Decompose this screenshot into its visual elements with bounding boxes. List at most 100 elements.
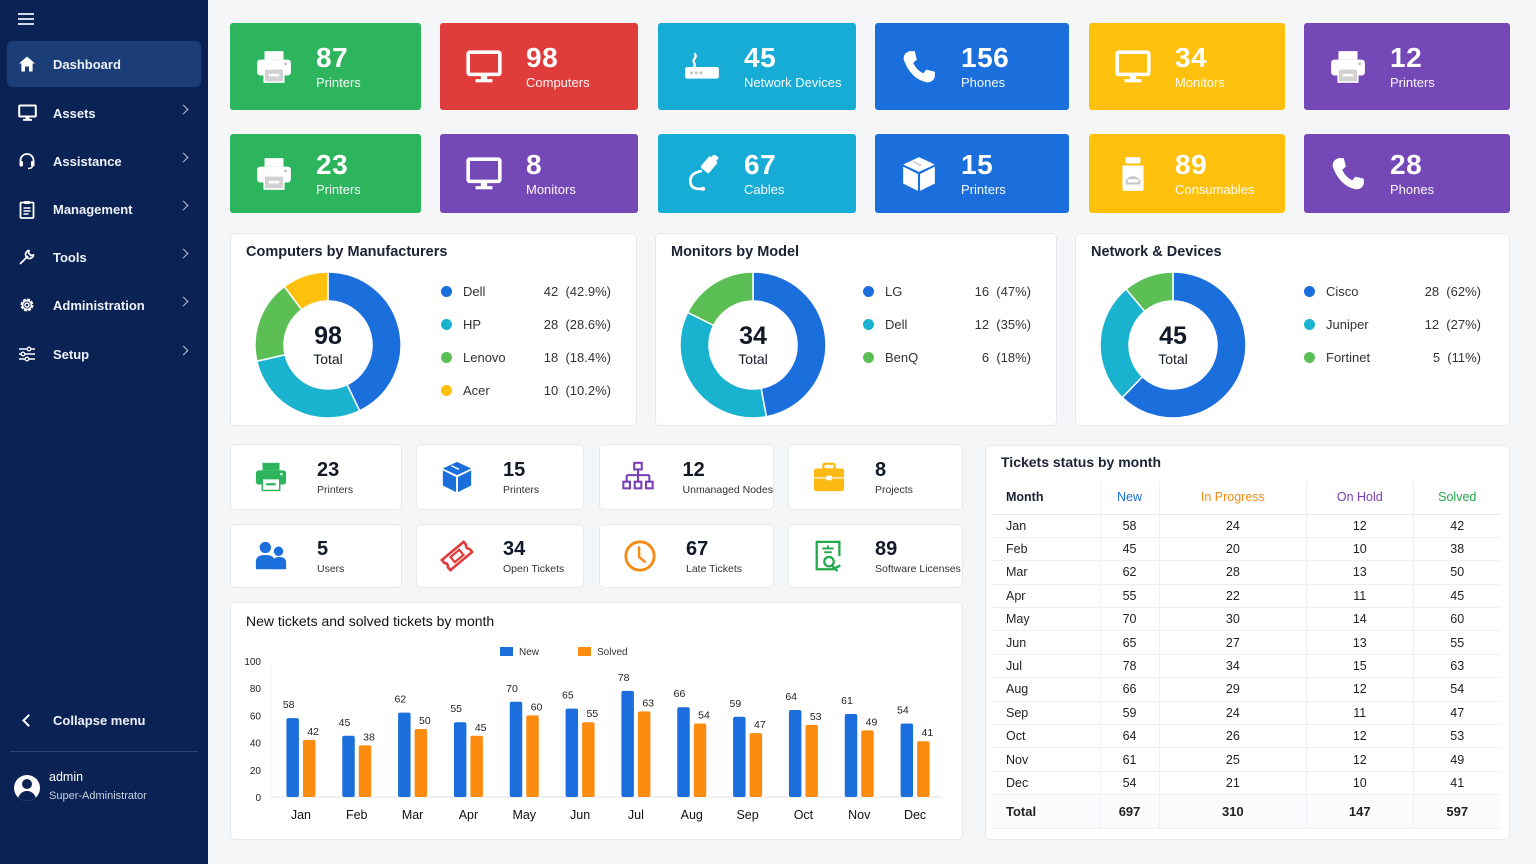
- donut-slice-dell[interactable]: [327, 271, 402, 412]
- bar-new[interactable]: [733, 716, 746, 797]
- bar-solved[interactable]: [582, 722, 595, 797]
- summary-tile-computers[interactable]: 98 Computers: [440, 23, 638, 110]
- legend-item: BenQ 6 (18%): [863, 347, 1031, 367]
- bar-solved[interactable]: [749, 733, 763, 797]
- summary-tile-printers[interactable]: 15 Printers: [875, 134, 1069, 213]
- data-label-new: 78: [618, 672, 630, 684]
- stat-label: Unmanaged Nodes: [682, 483, 773, 496]
- bar-solved[interactable]: [861, 730, 874, 797]
- tile-value: 8: [526, 149, 543, 180]
- bar-solved[interactable]: [470, 735, 483, 797]
- tile-label: Phones: [961, 75, 1006, 90]
- stat-card-late-tickets[interactable]: 67 Late Tickets: [599, 524, 774, 588]
- table-cell: 66: [1099, 677, 1160, 702]
- bar-new[interactable]: [844, 714, 858, 797]
- bar-solved[interactable]: [302, 739, 316, 797]
- bar-new[interactable]: [342, 735, 355, 797]
- sidebar-item-tools[interactable]: Tools: [7, 234, 201, 280]
- collapse-menu-button[interactable]: Collapse menu: [7, 700, 201, 740]
- bar-solved[interactable]: [693, 723, 707, 797]
- column-header[interactable]: In Progress: [1158, 481, 1307, 515]
- summary-tile-cables[interactable]: 67 Cables: [658, 134, 856, 213]
- summary-tile-phones[interactable]: 156 Phones: [875, 23, 1069, 110]
- summary-tile-printers[interactable]: 12 Printers: [1304, 23, 1510, 110]
- user-profile[interactable]: admin Super-Administrator: [14, 768, 147, 802]
- bar-new[interactable]: [788, 709, 802, 797]
- sidebar-item-label: Dashboard: [53, 56, 121, 72]
- avatar: [14, 775, 40, 801]
- sidebar-item-dashboard[interactable]: Dashboard: [7, 41, 201, 87]
- sidebar-item-management[interactable]: Management: [7, 186, 201, 232]
- summary-tile-consumables[interactable]: 89 Consumables: [1089, 134, 1285, 213]
- bar-solved[interactable]: [805, 724, 818, 797]
- data-label-solved: 60: [531, 701, 543, 713]
- tile-label: Monitors: [1175, 75, 1225, 90]
- table-row: Jun 65 27 13 55: [992, 630, 1501, 655]
- tile-label: Computers: [526, 75, 590, 90]
- data-label-solved: 42: [307, 726, 319, 738]
- table-cell: 21: [1158, 771, 1307, 796]
- bar-new[interactable]: [677, 707, 690, 797]
- printer-icon: [1326, 45, 1370, 89]
- stat-card-software-licenses[interactable]: 89 Software Licenses: [788, 524, 963, 588]
- bar-new[interactable]: [509, 701, 523, 797]
- bar-new[interactable]: [453, 722, 467, 797]
- bar-new[interactable]: [900, 723, 914, 797]
- donut-slice-hp[interactable]: [255, 353, 361, 419]
- legend-dot: [1304, 351, 1315, 363]
- bar-new[interactable]: [565, 708, 579, 797]
- sidebar-item-label: Administration: [53, 297, 145, 313]
- donut-slice-cisco[interactable]: [1121, 271, 1247, 419]
- data-label-solved: 54: [698, 710, 710, 722]
- column-header[interactable]: On Hold: [1306, 481, 1413, 515]
- bar-new[interactable]: [398, 712, 411, 797]
- stat-card-projects[interactable]: 8 Projects: [788, 444, 963, 510]
- chevron-left-icon: [22, 713, 35, 727]
- hamburger-icon[interactable]: [18, 13, 34, 25]
- bar-solved[interactable]: [637, 711, 651, 797]
- table-row: Mar 62 28 13 50: [992, 560, 1501, 585]
- column-header[interactable]: Solved: [1412, 481, 1501, 515]
- bar-solved[interactable]: [414, 729, 428, 797]
- donut-slice-benq[interactable]: [686, 271, 754, 327]
- donut-slice-lg[interactable]: [752, 271, 827, 418]
- donut-slice-acer[interactable]: [283, 271, 329, 311]
- data-label-new: 65: [562, 690, 574, 702]
- stat-card-printers[interactable]: 15 Printers: [416, 444, 584, 510]
- summary-tile-printers[interactable]: 87 Printers: [230, 23, 421, 110]
- y-tick-label: 0: [255, 793, 261, 804]
- legend-label: Dell: [885, 316, 908, 332]
- column-header[interactable]: Month: [992, 481, 1100, 515]
- bar-new[interactable]: [286, 718, 299, 797]
- sidebar-item-administration[interactable]: Administration: [7, 282, 201, 328]
- tile-label: Printers: [1390, 75, 1435, 90]
- bar-solved[interactable]: [917, 741, 930, 797]
- donut-slice-juniper[interactable]: [1099, 288, 1146, 399]
- summary-tile-network-devices[interactable]: 45 Network Devices: [658, 23, 856, 110]
- summary-tile-phones[interactable]: 28 Phones: [1304, 134, 1510, 213]
- legend-dot: [863, 318, 874, 330]
- donut-slice-fortinet[interactable]: [1125, 271, 1174, 313]
- stat-card-open-tickets[interactable]: 34 Open Tickets: [416, 524, 584, 588]
- bar-solved[interactable]: [358, 745, 372, 797]
- donut-slice-dell[interactable]: [679, 311, 768, 419]
- column-header[interactable]: New: [1099, 481, 1160, 515]
- stat-card-users[interactable]: 5 Users: [230, 524, 402, 588]
- data-label-new: 58: [283, 699, 295, 711]
- stat-value: 23: [317, 458, 340, 481]
- summary-tile-printers[interactable]: 23 Printers: [230, 134, 421, 213]
- stat-card-printers[interactable]: 23 Printers: [230, 444, 402, 510]
- tickets-bar-chart-card: New tickets and solved tickets by month …: [230, 602, 963, 840]
- bar-solved[interactable]: [526, 715, 539, 797]
- sidebar-item-setup[interactable]: Setup: [7, 331, 201, 377]
- sidebar-item-label: Assets: [53, 105, 96, 121]
- summary-tile-monitors[interactable]: 34 Monitors: [1089, 23, 1285, 110]
- monitor-icon: [462, 45, 506, 89]
- sidebar-item-assistance[interactable]: Assistance: [7, 138, 201, 184]
- legend-label-solved: Solved: [597, 647, 628, 658]
- sidebar-item-assets[interactable]: Assets: [7, 90, 201, 136]
- stat-card-unmanaged-nodes[interactable]: 12 Unmanaged Nodes: [599, 444, 774, 510]
- bar-new[interactable]: [621, 690, 634, 797]
- data-label-new: 66: [674, 688, 686, 700]
- summary-tile-monitors[interactable]: 8 Monitors: [440, 134, 638, 213]
